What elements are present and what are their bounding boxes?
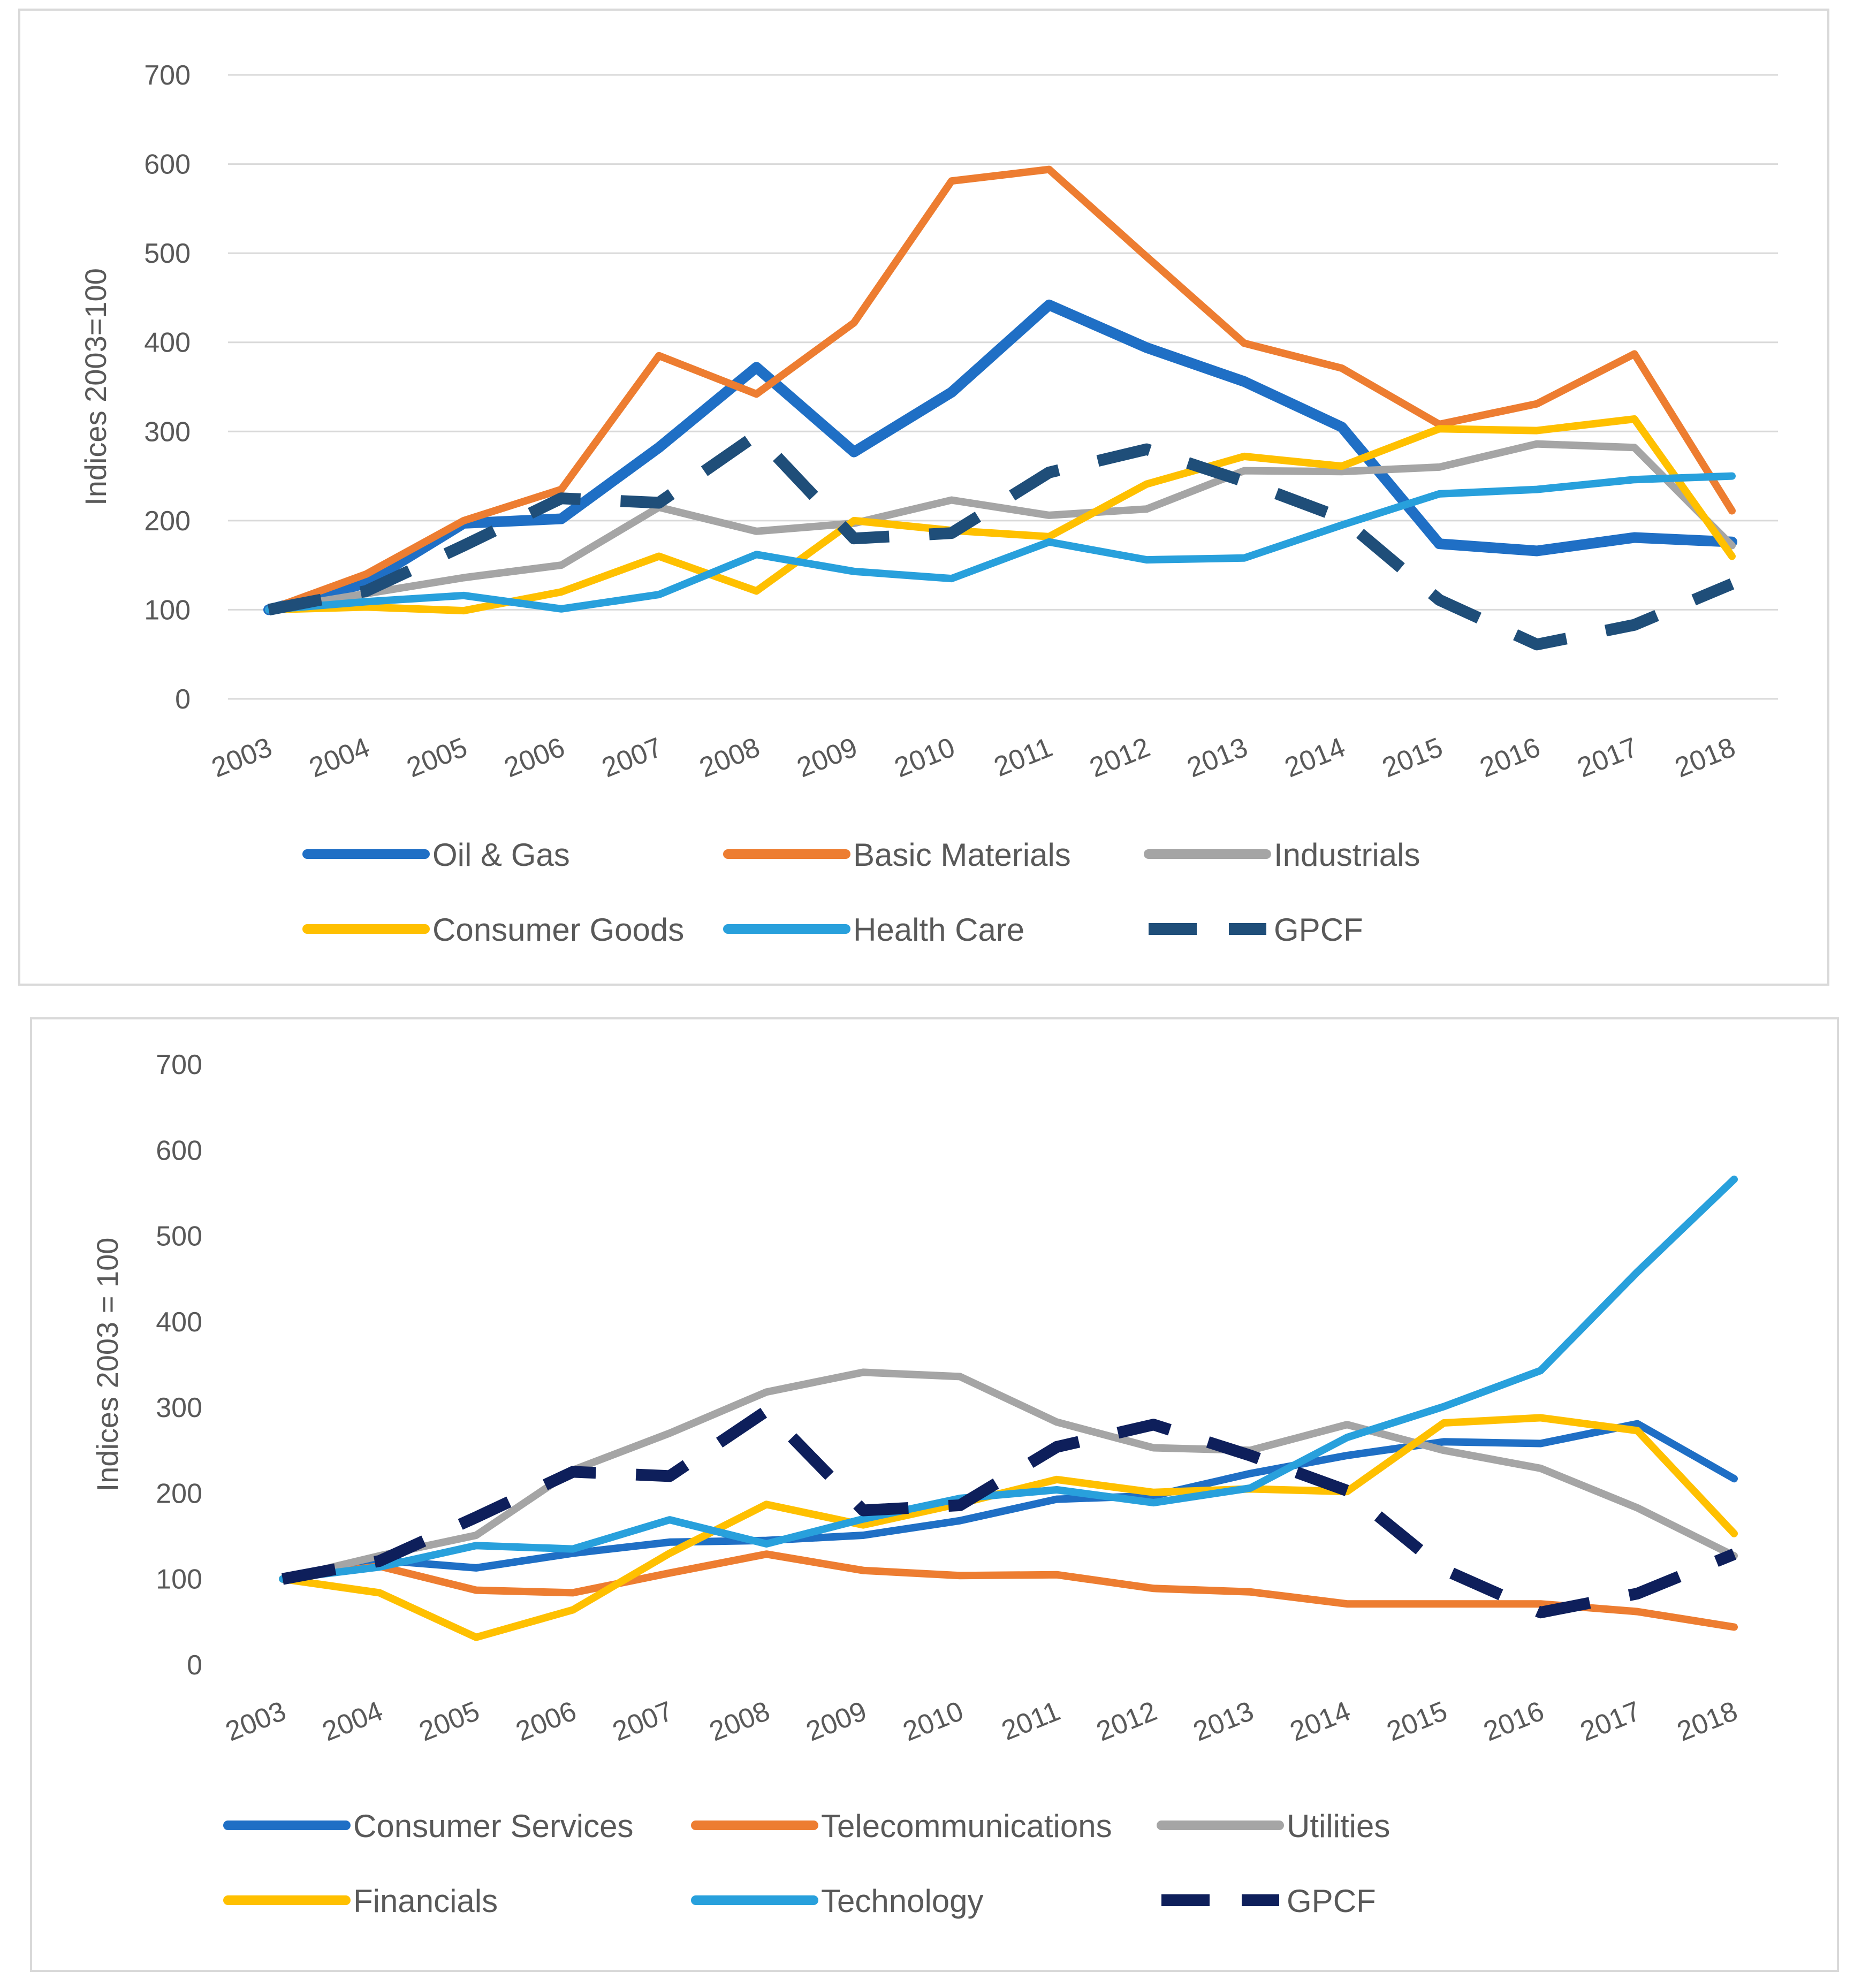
chart1-legend-label-industrials: Industrials (1274, 837, 1420, 873)
chart1-x-tick-2017: 2017 (1573, 732, 1642, 783)
chart1-y-axis-title: Indices 2003=100 (79, 268, 112, 506)
chart2-legend-label-gpcf: GPCF (1287, 1883, 1376, 1919)
chart1-legend-label-health-care: Health Care (853, 912, 1024, 948)
chart2-x-tick-2009: 2009 (802, 1695, 871, 1747)
chart2-legend-label-consumer-services: Consumer Services (353, 1808, 634, 1844)
chart2-x-tick-2016: 2016 (1479, 1695, 1548, 1747)
chart2-legend-label-financials: Financials (353, 1883, 498, 1919)
chart1-y-tick-400: 400 (144, 327, 191, 359)
chart1-x-tick-2013: 2013 (1183, 732, 1252, 783)
chart1-x-tick-2014: 2014 (1280, 732, 1349, 783)
chart1-x-tick-2012: 2012 (1085, 732, 1154, 783)
chart1-x-tick-2009: 2009 (793, 732, 862, 783)
chart2-x-tick-2015: 2015 (1382, 1695, 1452, 1747)
chart1-legend-label-gpcf: GPCF (1274, 912, 1363, 948)
chart1-legend-label-oil-and-gas: Oil & Gas (432, 837, 570, 873)
chart1-x-tick-2015: 2015 (1378, 732, 1447, 783)
chart2-x-tick-2017: 2017 (1576, 1695, 1645, 1747)
chart2-x-tick-2005: 2005 (415, 1695, 484, 1747)
chart2-x-tick-2003: 2003 (222, 1695, 291, 1747)
chart2-legend-label-technology: Technology (821, 1883, 984, 1919)
chart1-x-tick-2011: 2011 (990, 732, 1057, 783)
line-chart-sectors-1: 0 100 200 300 400 500 600 700 Indices 2003=100 20… (79, 60, 1778, 948)
chart2-x-tick-2004: 2004 (318, 1695, 387, 1747)
chart2-x-tick-2014: 2014 (1286, 1695, 1355, 1747)
chart1-y-tick-600: 600 (144, 149, 191, 180)
chart1-x-tick-2016: 2016 (1476, 732, 1545, 783)
chart2-y-tick-500: 500 (156, 1221, 202, 1252)
chart2-y-tick-200: 200 (156, 1478, 202, 1509)
chart2-x-tick-2012: 2012 (1092, 1695, 1161, 1747)
chart2-y-tick-400: 400 (156, 1307, 202, 1338)
chart1-y-tick-0: 0 (175, 684, 191, 715)
chart2-x-tick-2011: 2011 (997, 1695, 1064, 1747)
chart1-y-tick-200: 200 (144, 506, 191, 537)
chart2-y-tick-0: 0 (187, 1650, 202, 1681)
chart1-series-health-care (265, 472, 1736, 614)
line-chart-sectors-2: 0 100 200 300 400 500 600 700 Indices 2003 = 100… (90, 1049, 1742, 1919)
chart1-x-tick-2004: 2004 (305, 732, 374, 783)
chart2-series-gpcf (281, 1405, 1737, 1619)
chart2-x-tick-2013: 2013 (1189, 1695, 1258, 1747)
chart1-x-tick-2007: 2007 (598, 732, 667, 783)
chart1-series-gpcf (267, 429, 1735, 651)
chart1-y-tick-700: 700 (144, 60, 191, 91)
chart1-x-tick-2005: 2005 (402, 732, 472, 783)
chart2-y-tick-700: 700 (156, 1049, 202, 1080)
chart1-x-tick-2018: 2018 (1671, 732, 1740, 783)
chart1-x-tick-2008: 2008 (695, 732, 764, 783)
chart1-x-tick-2010: 2010 (890, 732, 959, 783)
chart2-x-tick-2006: 2006 (512, 1695, 581, 1747)
chart1-legend-label-consumer-goods: Consumer Goods (432, 912, 684, 948)
chart2-y-tick-300: 300 (156, 1392, 202, 1423)
chart2-x-tick-2010: 2010 (899, 1695, 968, 1747)
chart1-x-tick-2006: 2006 (500, 732, 569, 783)
chart1-y-tick-500: 500 (144, 238, 191, 269)
chart1-series-basic-materials (265, 165, 1736, 614)
chart1-y-tick-100: 100 (144, 595, 191, 626)
chart1-legend-label-basic-materials: Basic Materials (853, 837, 1071, 873)
chart2-series-technology (279, 1175, 1738, 1583)
chart2-y-tick-100: 100 (156, 1564, 202, 1595)
chart2-series-utilities (279, 1368, 1738, 1583)
chart1-series-oil-and-gas (263, 299, 1737, 615)
chart2-x-tick-2008: 2008 (705, 1695, 774, 1747)
chart2-legend-label-telecommunications: Telecommunications (821, 1808, 1112, 1844)
chart2-y-tick-600: 600 (156, 1135, 202, 1166)
chart2-x-tick-2007: 2007 (609, 1695, 678, 1747)
chart2-series-consumer-services (279, 1420, 1738, 1583)
chart2-legend-label-utilities: Utilities (1287, 1808, 1390, 1844)
chart-panel-sectors-2: 0 100 200 300 400 500 600 700 Indices 2003 = 100… (30, 1017, 1839, 1972)
chart2-y-axis-title: Indices 2003 = 100 (90, 1238, 124, 1492)
chart1-series-industrials (265, 440, 1736, 614)
chart1-y-tick-300: 300 (144, 416, 191, 447)
chart2-x-tick-2018: 2018 (1673, 1695, 1742, 1747)
chart-panel-sectors-1: 0 100 200 300 400 500 600 700 Indices 2003=100 20… (18, 9, 1829, 986)
chart1-x-tick-2003: 2003 (208, 732, 277, 783)
chart2-series-telecommunications (279, 1550, 1738, 1631)
